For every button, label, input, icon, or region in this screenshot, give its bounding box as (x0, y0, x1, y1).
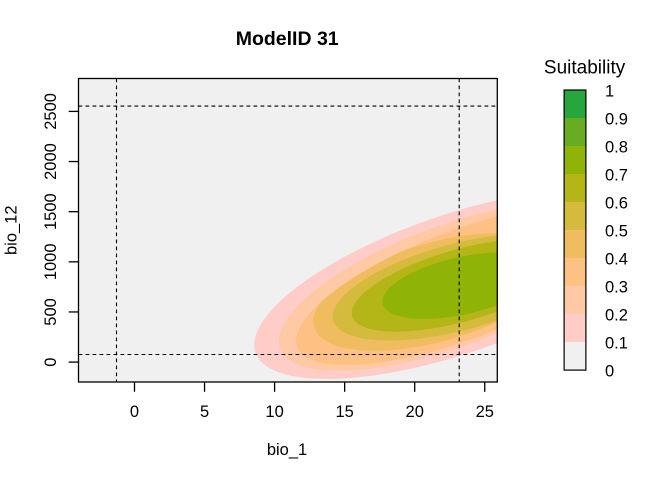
svg-text:0.4: 0.4 (605, 251, 628, 269)
svg-text:25: 25 (476, 403, 494, 421)
svg-text:1500: 1500 (42, 193, 60, 230)
svg-text:500: 500 (42, 298, 60, 326)
svg-text:15: 15 (335, 403, 353, 421)
svg-text:0.2: 0.2 (605, 307, 628, 325)
svg-text:Suitability: Suitability (544, 57, 626, 78)
svg-text:0.8: 0.8 (605, 139, 628, 157)
svg-text:1: 1 (605, 83, 614, 101)
svg-text:0: 0 (130, 403, 139, 421)
svg-text:2500: 2500 (42, 93, 60, 130)
svg-text:0.7: 0.7 (605, 167, 628, 185)
svg-text:0.3: 0.3 (605, 279, 628, 297)
svg-text:5: 5 (200, 403, 209, 421)
svg-text:bio_12: bio_12 (3, 205, 21, 255)
svg-text:0: 0 (605, 363, 614, 381)
svg-text:0.6: 0.6 (605, 195, 628, 213)
svg-text:bio_1: bio_1 (267, 441, 307, 459)
svg-text:ModelID 31: ModelID 31 (236, 28, 339, 50)
svg-text:2000: 2000 (42, 143, 60, 180)
svg-text:0.5: 0.5 (605, 223, 628, 241)
svg-text:0.9: 0.9 (605, 111, 628, 129)
svg-text:0: 0 (42, 358, 60, 367)
svg-text:0.1: 0.1 (605, 335, 628, 353)
svg-text:10: 10 (265, 403, 283, 421)
svg-text:20: 20 (406, 403, 424, 421)
svg-text:1000: 1000 (42, 243, 60, 280)
